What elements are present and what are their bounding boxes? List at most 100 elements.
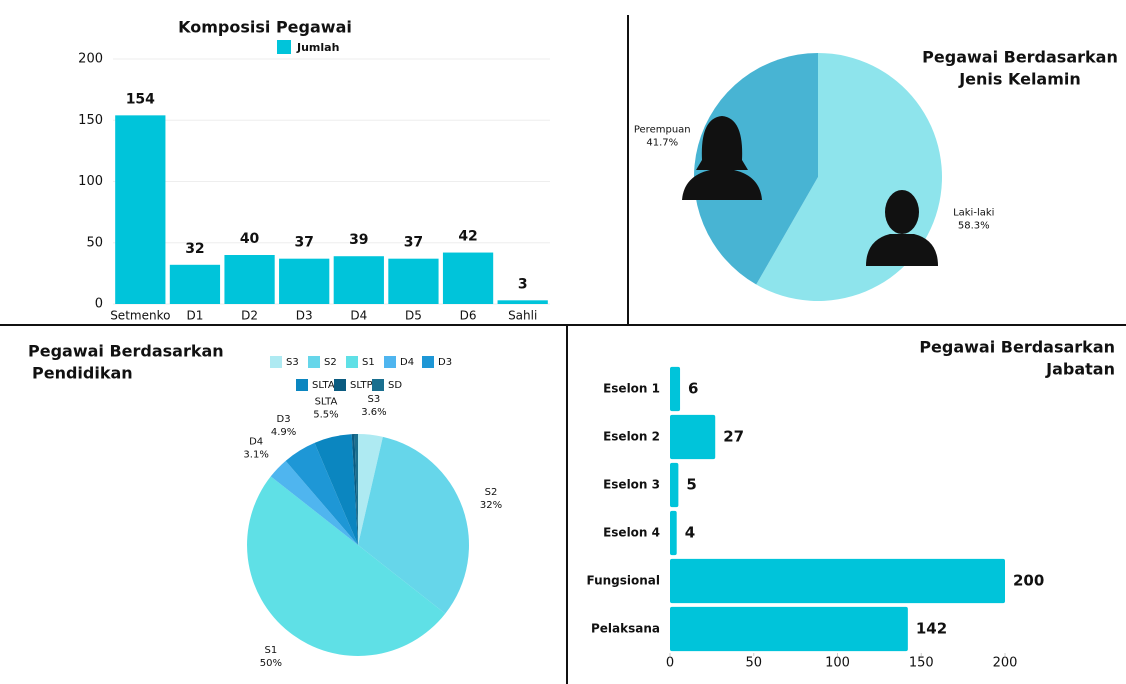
- y-tick-label: Eselon 3: [603, 478, 660, 492]
- pie-slice: [351, 434, 358, 545]
- legend-label: D3: [438, 357, 452, 368]
- y-tick-label: Eselon 4: [603, 526, 660, 540]
- slice-label: SLTA: [315, 397, 338, 408]
- slice-value: 5.5%: [313, 410, 338, 421]
- bar: [670, 510, 677, 556]
- x-tick-label: 50: [745, 656, 762, 671]
- pie-slice: [270, 460, 358, 545]
- data-label: 154: [126, 91, 155, 107]
- slice-value: 50%: [260, 658, 282, 669]
- legend-swatch: [384, 356, 396, 368]
- y-tick-label: Eselon 1: [603, 382, 660, 396]
- chart-title: Pegawai Berdasarkan: [28, 342, 224, 361]
- x-tick-label: 150: [909, 656, 934, 671]
- legend-label: S3: [286, 357, 299, 368]
- legend-swatch: [270, 356, 282, 368]
- data-label: 6: [688, 380, 698, 398]
- chart-title: Pegawai Berdasarkan: [922, 48, 1118, 67]
- bar: [670, 606, 908, 652]
- y-tick-label: Pelaksana: [591, 622, 660, 636]
- bar: [670, 462, 679, 508]
- chart-title: Jabatan: [1045, 360, 1115, 379]
- x-tick-label: Setmenko: [110, 309, 170, 323]
- y-tick-label: 200: [78, 52, 103, 67]
- chart-title: Pegawai Berdasarkan: [919, 338, 1115, 357]
- pie-slice: [354, 434, 358, 545]
- bar: [388, 258, 439, 304]
- bar: [670, 558, 1005, 604]
- x-tick-label: D3: [296, 309, 313, 323]
- slice-value: 58.3%: [958, 221, 990, 232]
- slice-value: 3.6%: [361, 407, 386, 418]
- legend-swatch: [422, 356, 434, 368]
- y-tick-label: Fungsional: [586, 574, 660, 588]
- slice-label: S2: [485, 487, 498, 498]
- legend-label: SLTA: [312, 380, 335, 391]
- data-label: 37: [294, 235, 313, 251]
- legend-swatch: [346, 356, 358, 368]
- data-label: 40: [240, 231, 260, 247]
- bar: [169, 264, 221, 304]
- slice-label: D3: [277, 414, 291, 425]
- pie-slice: [358, 434, 383, 545]
- slice-value: 3.1%: [243, 450, 268, 461]
- pie-slice: [358, 436, 469, 614]
- chart-title: Komposisi Pegawai: [178, 18, 352, 37]
- chart-title: Jenis Kelamin: [958, 70, 1081, 89]
- x-tick-label: 100: [825, 656, 850, 671]
- legend-swatch: [334, 379, 346, 391]
- slice-value: 41.7%: [646, 137, 678, 148]
- y-tick-label: 50: [86, 235, 103, 250]
- slice-value: 4.9%: [271, 427, 296, 438]
- y-tick-label: 100: [78, 174, 103, 189]
- data-label: 4: [685, 524, 695, 542]
- data-label: 32: [185, 241, 204, 257]
- bar: [497, 300, 548, 304]
- data-label: 37: [404, 235, 423, 251]
- bar: [333, 256, 384, 304]
- y-tick-label: Eselon 2: [603, 430, 660, 444]
- data-label: 27: [723, 428, 744, 446]
- legend-label: S1: [362, 357, 375, 368]
- legend-label: Jumlah: [296, 41, 339, 54]
- legend-swatch: [308, 356, 320, 368]
- x-tick-label: 200: [993, 656, 1018, 671]
- slice-label: S3: [368, 394, 381, 405]
- slice-label: Laki-laki: [953, 208, 994, 219]
- x-tick-label: D2: [241, 309, 258, 323]
- slice-label: Perempuan: [634, 124, 691, 135]
- x-tick-label: D5: [405, 309, 422, 323]
- pie-slice: [285, 442, 358, 545]
- legend-swatch: [296, 379, 308, 391]
- legend-label: S2: [324, 357, 337, 368]
- data-label: 3: [518, 276, 528, 292]
- legend-swatch: [277, 40, 291, 54]
- slice-label: S1: [265, 645, 278, 656]
- data-label: 142: [916, 620, 947, 638]
- pie-slice: [694, 53, 818, 285]
- bar: [224, 255, 275, 304]
- bar: [115, 115, 166, 304]
- data-label: 42: [458, 229, 477, 245]
- data-label: 39: [349, 232, 368, 248]
- x-tick-label: 0: [666, 656, 674, 671]
- legend-label: SD: [388, 380, 402, 391]
- x-tick-label: Sahli: [508, 309, 537, 323]
- bar: [670, 414, 716, 460]
- data-label: 5: [686, 476, 696, 494]
- bar: [442, 252, 494, 304]
- y-tick-label: 150: [78, 113, 103, 128]
- slice-value: 32%: [480, 500, 502, 511]
- legend-label: D4: [400, 357, 414, 368]
- legend-label: SLTP: [350, 380, 373, 391]
- x-tick-label: D4: [350, 309, 367, 323]
- x-tick-label: D6: [460, 309, 477, 323]
- male-icon: [866, 190, 938, 266]
- legend-swatch: [372, 379, 384, 391]
- pie-slice: [247, 476, 446, 656]
- bar: [670, 366, 681, 412]
- data-label: 200: [1013, 572, 1044, 590]
- chart-title: Pendidikan: [32, 364, 133, 383]
- bar: [279, 258, 330, 304]
